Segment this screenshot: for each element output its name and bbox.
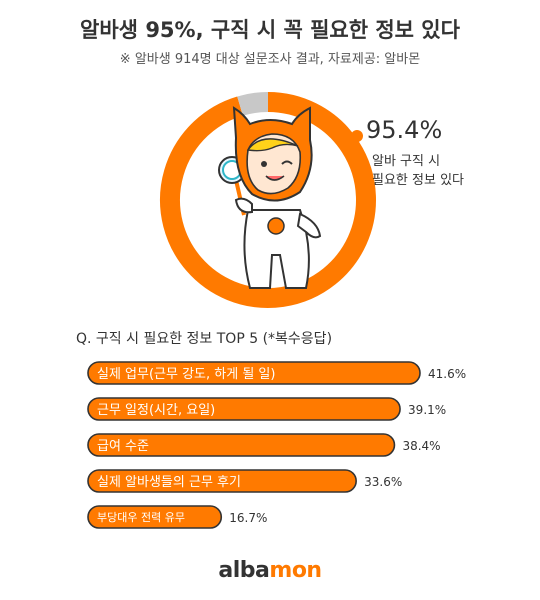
bar-chart-title: Q. 구직 시 필요한 정보 TOP 5 (*복수응답) [76,331,333,347]
page-title: 알바생 95%, 구직 시 꼭 필요한 정보 있다 [80,18,460,42]
bar-category-label-4: 실제 알바생들의 근무 후기 [97,475,241,490]
bar-value-label-1: 41.6% [428,367,466,381]
donut-slice-remainder [237,92,269,116]
bar-2 [87,397,401,421]
bar-category-label-3: 급여 수준 [97,439,149,454]
bar-3 [87,433,396,457]
donut-chart [160,92,376,308]
albamon-mascot-icon [218,106,322,289]
donut-label-marker [351,130,363,142]
donut-description: 알바 구직 시 필요한 정보 있다 [372,152,522,190]
bar-4 [87,469,357,493]
donut-description-line-1: 알바 구직 시 [372,154,441,169]
donut-description-line-2: 필요한 정보 있다 [372,173,464,188]
donut-value-label: 95.4% [366,116,443,144]
bar-1 [87,361,421,385]
logo-text-mon: mon [269,558,322,583]
albamon-logo: albamon [0,558,540,583]
page-subtitle: ※ 알바생 914명 대상 설문조사 결과, 자료제공: 알바몬 [119,52,421,67]
bar-value-label-2: 39.1% [408,403,446,417]
bar-value-label-3: 38.4% [402,439,440,453]
bar-category-label-5: 부당대우 전력 유무 [97,511,185,524]
bar-chart: 실제 업무(근무 강도, 하게 될 일) 41.6% 근무 일정(시간, 요일) 39… [87,361,466,529]
bar-category-label-1: 실제 업무(근무 강도, 하게 될 일) [97,367,275,382]
bar-value-label-5: 16.7% [229,511,267,525]
bar-value-label-4: 33.6% [364,475,402,489]
bar-5 [87,505,223,529]
logo-text-alba: alba [218,558,270,583]
donut-slice-main [160,92,376,308]
bar-category-label-2: 근무 일정(시간, 요일) [97,403,215,418]
